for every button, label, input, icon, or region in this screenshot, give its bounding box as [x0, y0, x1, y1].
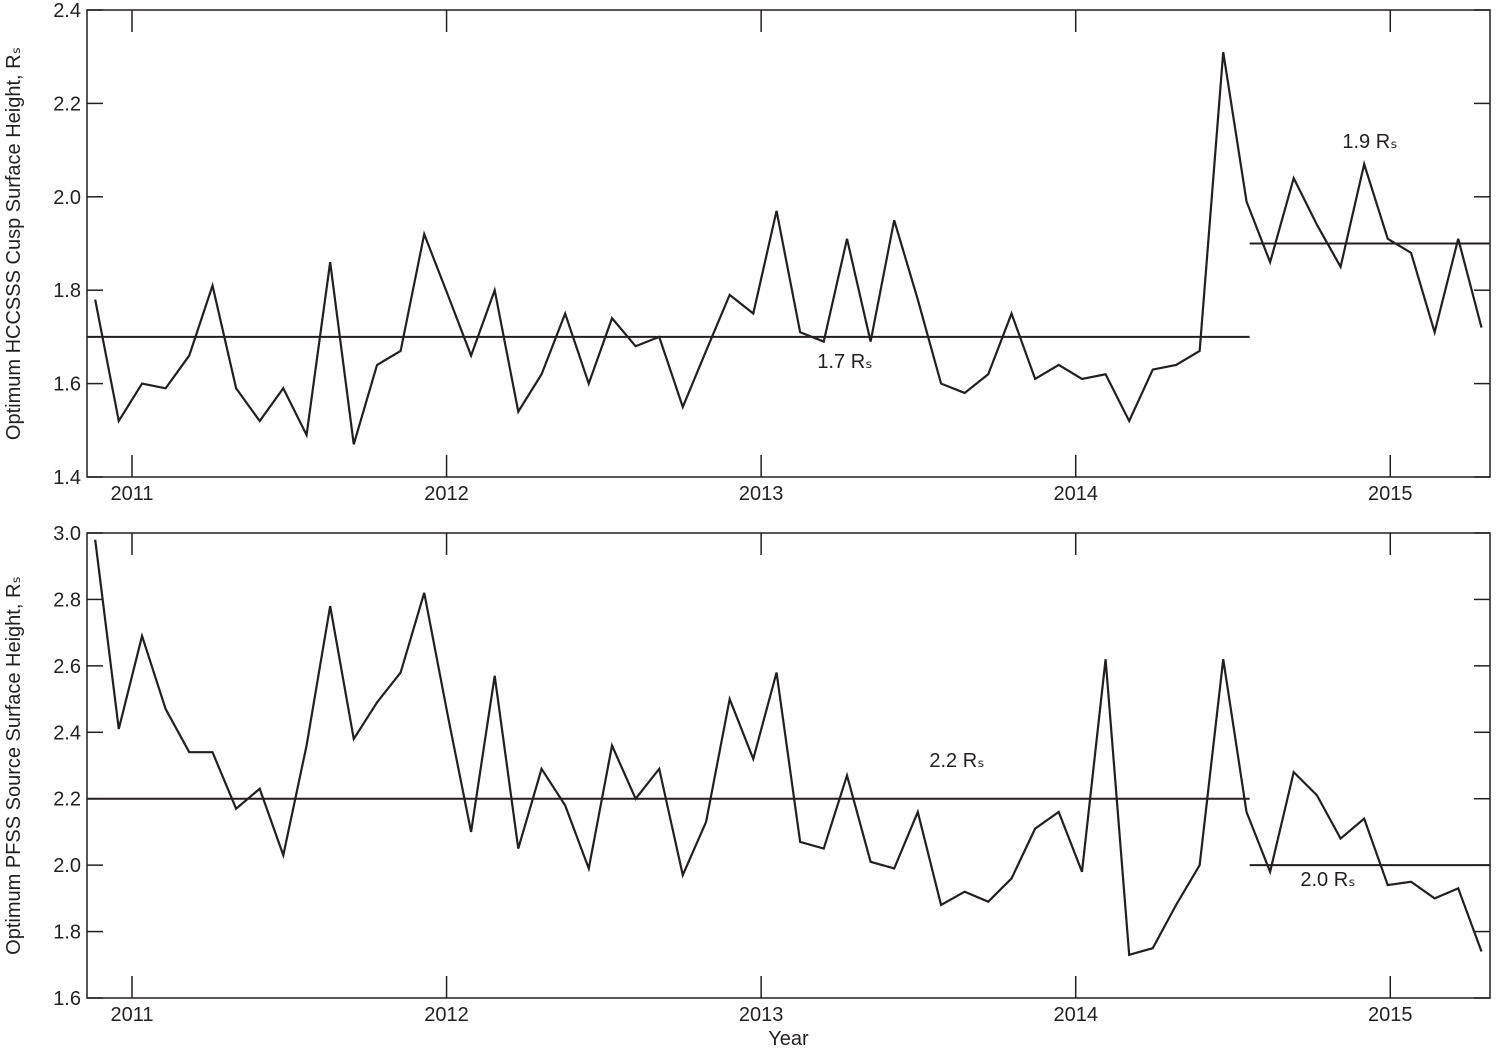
x-tick-label: 2015 — [1368, 1004, 1413, 1026]
y-tick-label: 1.6 — [53, 988, 81, 1010]
data-line — [94, 51, 1483, 445]
x-tick-label: 2012 — [424, 483, 469, 505]
y-tick-label: 2.0 — [53, 187, 81, 209]
mean-label: 1.7 Rₛ — [817, 351, 872, 373]
x-tick-label: 2013 — [739, 1004, 784, 1026]
y-tick-label: 2.6 — [53, 656, 81, 678]
x-tick-label: 2014 — [1053, 1004, 1098, 1026]
mean-label: 2.0 Rₛ — [1300, 869, 1355, 891]
y-tick-label: 1.8 — [53, 922, 81, 944]
y-tick-label: 2.2 — [53, 93, 81, 115]
y-tick-label: 3.0 — [53, 523, 81, 545]
mean-label: 1.9 Rₛ — [1342, 131, 1397, 153]
data-line — [94, 539, 1483, 957]
y-tick-label: 2.2 — [53, 789, 81, 811]
y-tick-label: 2.0 — [53, 855, 81, 877]
mean-label: 2.2 Rₛ — [929, 750, 984, 772]
x-tick-label: 2011 — [110, 483, 153, 505]
x-tick-label: 2014 — [1053, 483, 1098, 505]
y-tick-label: 2.4 — [53, 0, 81, 22]
y-axis-label: Optimum HCCSSS Cusp Surface Height, Rₛ — [3, 47, 25, 440]
y-tick-label: 2.4 — [53, 722, 81, 744]
y-axis-label: Optimum PFSS Source Surface Height, Rₛ — [3, 576, 25, 955]
y-tick-label: 1.6 — [53, 374, 81, 396]
y-tick-label: 1.4 — [53, 467, 81, 489]
plot-frame — [86, 532, 1491, 999]
x-axis-label: Year — [768, 1028, 809, 1049]
x-tick-label: 2011 — [110, 1004, 153, 1026]
y-tick-label: 2.8 — [53, 589, 81, 611]
x-tick-label: 2015 — [1368, 483, 1413, 505]
x-tick-label: 2013 — [739, 483, 784, 505]
y-tick-label: 1.8 — [53, 280, 81, 302]
x-tick-label: 2012 — [424, 1004, 469, 1026]
